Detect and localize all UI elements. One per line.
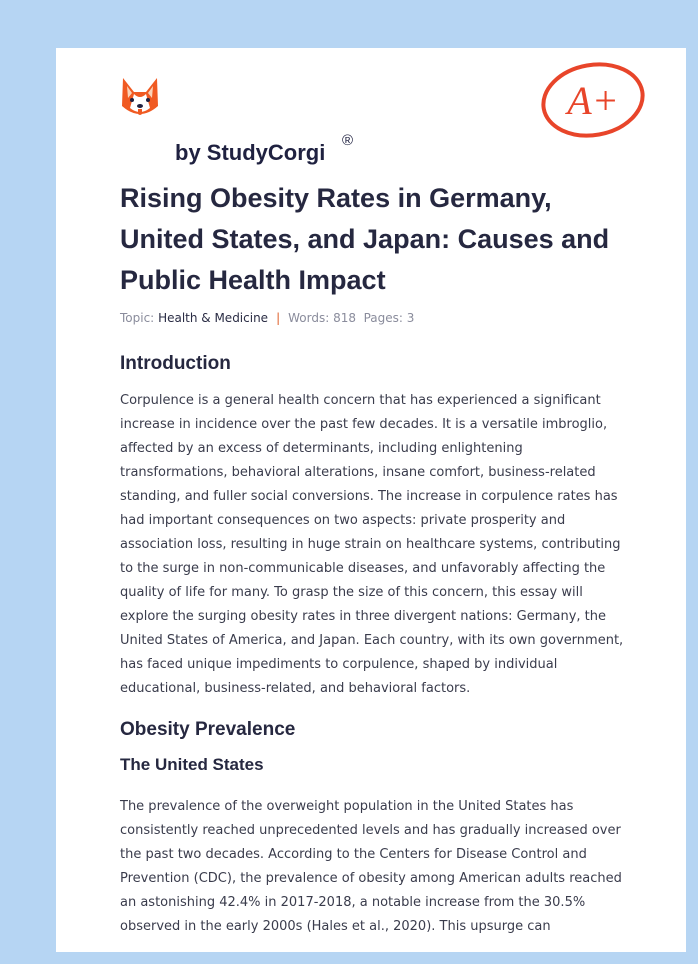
topic-link[interactable]: Health & Medicine bbox=[158, 311, 269, 325]
word-count: Words: 818 bbox=[288, 311, 356, 325]
section-heading: Introduction bbox=[120, 353, 231, 374]
paragraph: Corpulence is a general health concern t… bbox=[120, 393, 624, 696]
page-count: Pages: 3 bbox=[363, 311, 415, 325]
subsection-heading: The United States bbox=[120, 755, 264, 774]
grade-badge: A+ bbox=[541, 62, 645, 138]
essay-body: Introduction Corpulence is a general hea… bbox=[120, 353, 632, 939]
brand-name: by StudyCorgi bbox=[175, 140, 326, 165]
section-heading: Obesity Prevalence bbox=[120, 719, 296, 740]
meta-line: Topic: Health & Medicine | Words: 818 Page… bbox=[120, 311, 414, 325]
paragraph: The prevalence of the overweight populat… bbox=[120, 799, 622, 934]
essay-title: Rising Obesity Rates in Germany, United … bbox=[120, 183, 610, 295]
grade-text: A+ bbox=[564, 78, 618, 123]
document-card: by StudyCorgi ® A+ Rising Obesity Rates … bbox=[56, 48, 686, 952]
topic-label: Topic: bbox=[120, 311, 155, 325]
registered-mark: ® bbox=[342, 132, 354, 149]
meta-separator: | bbox=[276, 311, 281, 325]
corgi-logo bbox=[122, 78, 158, 115]
